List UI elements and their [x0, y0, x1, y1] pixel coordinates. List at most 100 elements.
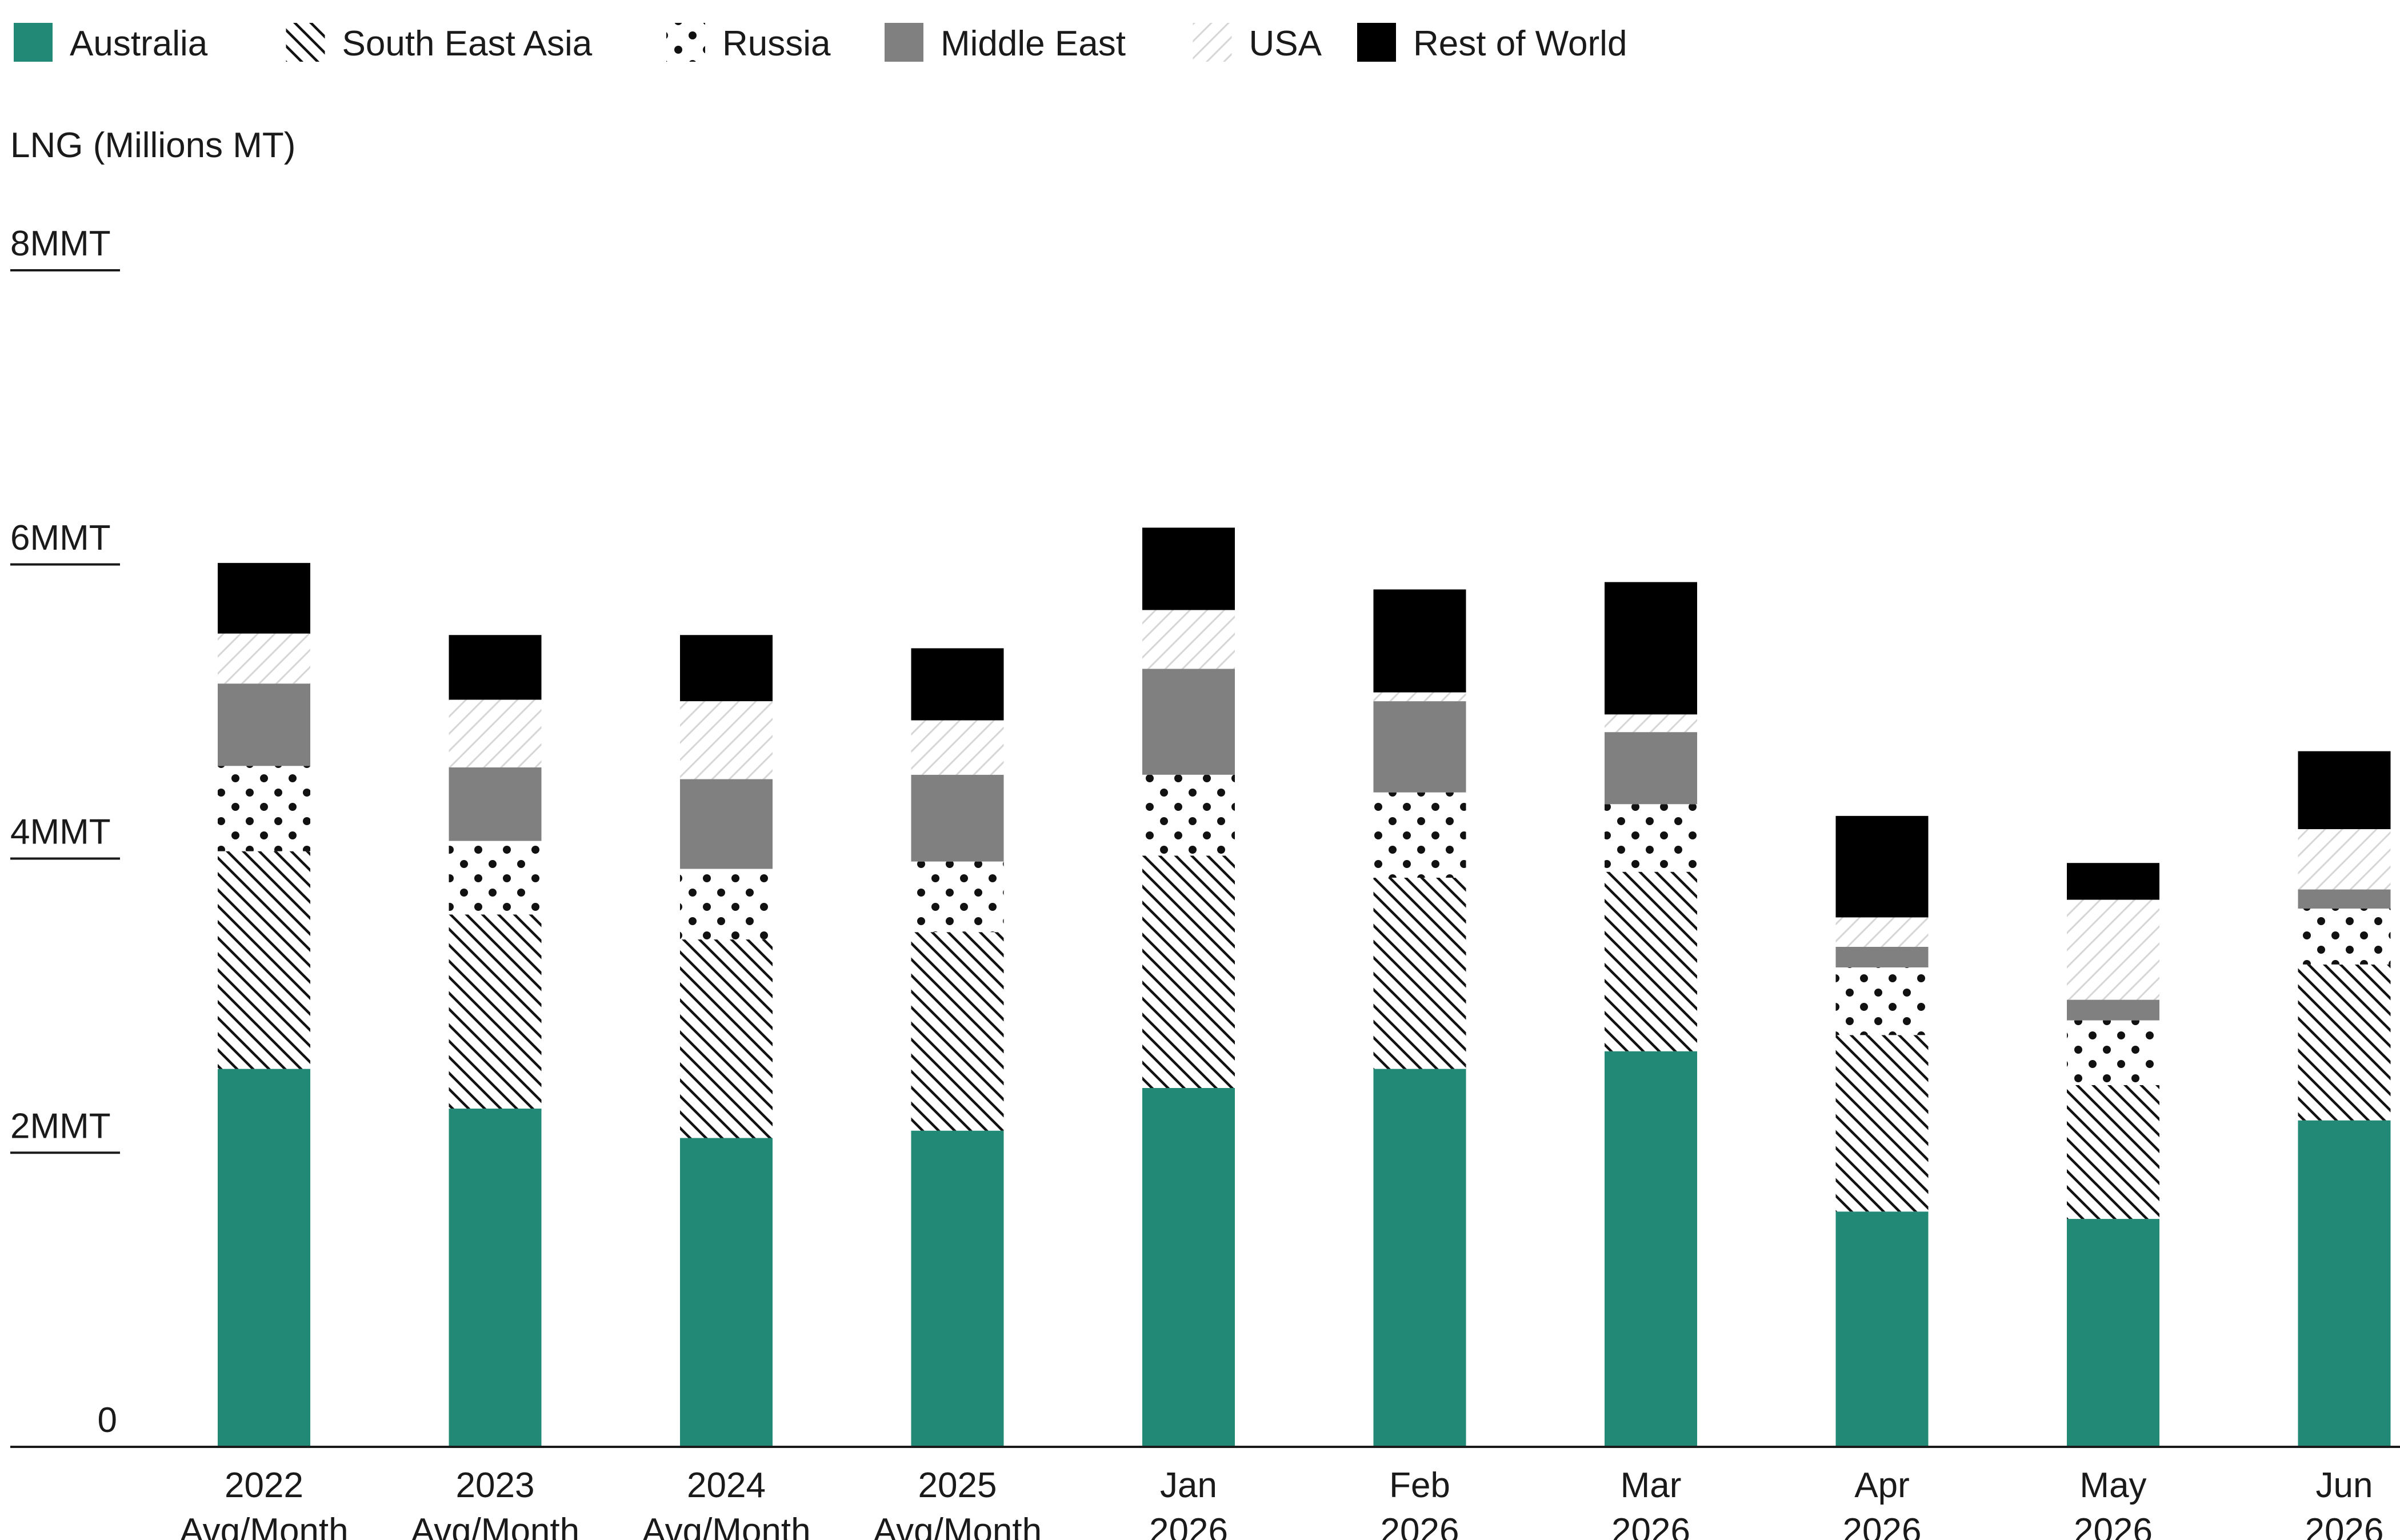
- bar-segment-rest-of-world: [2298, 751, 2391, 830]
- bar-segment-australia: [680, 1138, 773, 1447]
- y-tick-label: 2MMT: [10, 1106, 111, 1146]
- bar-segment-usa: [2298, 829, 2391, 890]
- legend-label-australia: Australia: [70, 24, 208, 63]
- x-tick-label: 2026: [1381, 1511, 1459, 1540]
- bar-segment-usa: [1835, 917, 1929, 947]
- bar-segment-middle-east: [1835, 946, 1929, 967]
- bar-segment-russia: [2298, 909, 2391, 965]
- x-tick-label: 2022: [225, 1466, 303, 1505]
- x-tick-label: 2026: [2074, 1511, 2153, 1540]
- legend-label-rest-of-world: Rest of World: [1413, 24, 1627, 63]
- bar-segment-australia: [449, 1109, 542, 1447]
- x-tick-label: Avg/Month: [179, 1511, 348, 1540]
- bar-segment-russia: [218, 766, 310, 851]
- bar-segment-usa: [680, 701, 773, 779]
- bar-segment-rest-of-world: [1373, 589, 1466, 693]
- bar-segment-usa: [1373, 692, 1466, 702]
- bar-segment-middle-east: [680, 779, 773, 869]
- bar-segment-rest-of-world: [218, 563, 310, 634]
- x-tick-label: 2026: [1843, 1511, 1922, 1540]
- bar-segment-rest-of-world: [911, 648, 1004, 721]
- bar-segment-russia: [2067, 1020, 2159, 1085]
- legend-swatch-middle-east: [885, 23, 923, 62]
- legend-swatch-usa: [1193, 23, 1232, 62]
- bar-segment-south-east-asia: [2067, 1085, 2159, 1219]
- bar-segment-russia: [1835, 967, 1929, 1035]
- bar-segment-usa: [449, 699, 542, 767]
- x-tick-label: Mar: [1621, 1466, 1682, 1505]
- x-axis: 2022 Avg/Month 2023 Avg/Month 2024 Avg/Month 2…: [10, 1446, 2400, 1540]
- legend: Australia South East Asia Russia Middle Eas…: [14, 23, 1627, 63]
- bar-segment-middle-east: [2067, 999, 2159, 1021]
- bar-segment-middle-east: [2298, 889, 2391, 909]
- x-tick-label: 2026: [1149, 1511, 1228, 1540]
- y-tick-label: 8MMT: [10, 224, 111, 263]
- legend-label-middle-east: Middle East: [941, 24, 1126, 63]
- legend-label-russia: Russia: [722, 24, 831, 63]
- bar-segment-australia: [2067, 1219, 2159, 1447]
- bar-segment-australia: [1605, 1051, 1697, 1447]
- x-tick-label: Apr: [1854, 1466, 1909, 1505]
- bar-segment-russia: [1605, 804, 1697, 872]
- bar-segment-australia: [1835, 1211, 1929, 1447]
- x-tick-label: Jan: [1160, 1466, 1217, 1505]
- bar-segment-usa: [218, 633, 310, 684]
- bar-segment-rest-of-world: [680, 635, 773, 702]
- bar-segment-middle-east: [449, 767, 542, 841]
- bar-segment-russia: [911, 861, 1004, 933]
- x-tick-label: May: [2079, 1466, 2146, 1505]
- bar-segment-australia: [218, 1069, 310, 1447]
- bar-segment-south-east-asia: [911, 932, 1004, 1131]
- bar-segment-south-east-asia: [1605, 871, 1697, 1051]
- bars: [218, 527, 2391, 1447]
- bar-segment-russia: [1142, 774, 1235, 856]
- bar-segment-rest-of-world: [2067, 863, 2159, 900]
- x-tick-label: Jun: [2316, 1466, 2373, 1505]
- y-axis-title: LNG (Millions MT): [10, 126, 295, 165]
- bar-segment-middle-east: [1142, 669, 1235, 775]
- bar-segment-south-east-asia: [2298, 964, 2391, 1121]
- legend-swatch-australia: [14, 23, 53, 62]
- x-tick-label: Avg/Month: [411, 1511, 579, 1540]
- legend-swatch-south-east-asia: [286, 23, 325, 62]
- bar-segment-usa: [911, 720, 1004, 775]
- bar-segment-australia: [1142, 1088, 1235, 1447]
- bar-segment-south-east-asia: [1835, 1035, 1929, 1212]
- legend-label-south-east-asia: South East Asia: [342, 24, 593, 63]
- bar-segment-rest-of-world: [1835, 815, 1929, 918]
- bar-segment-middle-east: [911, 774, 1004, 862]
- bar-segment-middle-east: [1373, 701, 1466, 793]
- x-tick-label: 2023: [456, 1466, 535, 1505]
- bar-segment-russia: [1373, 792, 1466, 878]
- bar-segment-australia: [2298, 1120, 2391, 1447]
- bar-segment-south-east-asia: [1373, 877, 1466, 1069]
- x-tick-label: Feb: [1389, 1466, 1450, 1505]
- y-axis: 0 2MMT 4MMT 6MMT 8MMT: [10, 224, 120, 1440]
- bar-segment-south-east-asia: [680, 939, 773, 1138]
- bar-segment-usa: [2067, 899, 2159, 1000]
- bar-segment-rest-of-world: [1605, 582, 1697, 715]
- bar-segment-middle-east: [1605, 732, 1697, 805]
- bar-segment-south-east-asia: [449, 914, 542, 1109]
- bar-segment-usa: [1605, 714, 1697, 733]
- legend-swatch-russia: [666, 23, 705, 62]
- y-tick-label: 6MMT: [10, 518, 111, 558]
- x-tick-label: 2025: [918, 1466, 997, 1505]
- bar-segment-usa: [1142, 610, 1235, 669]
- x-tick-label: Avg/Month: [642, 1511, 810, 1540]
- legend-label-usa: USA: [1249, 24, 1322, 63]
- y-tick-label: 0: [98, 1401, 117, 1440]
- x-tick-label: 2026: [2305, 1511, 2384, 1540]
- x-tick-label: 2024: [687, 1466, 766, 1505]
- bar-segment-middle-east: [218, 683, 310, 766]
- y-tick-label: 4MMT: [10, 813, 111, 852]
- x-tick-label: 2026: [1611, 1511, 1690, 1540]
- bar-segment-rest-of-world: [449, 635, 542, 700]
- bar-segment-south-east-asia: [218, 851, 310, 1069]
- bar-segment-australia: [911, 1130, 1004, 1447]
- bar-segment-rest-of-world: [1142, 527, 1235, 610]
- bar-segment-south-east-asia: [1142, 855, 1235, 1089]
- bar-segment-australia: [1373, 1069, 1466, 1447]
- bar-segment-russia: [680, 869, 773, 940]
